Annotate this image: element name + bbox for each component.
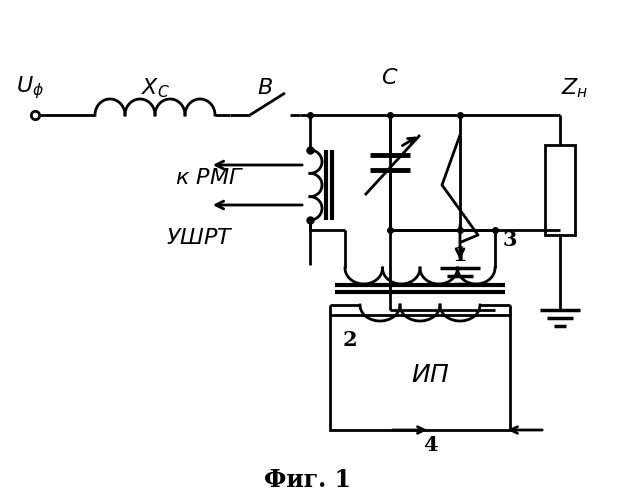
Text: $B$: $B$ [257,77,273,99]
Text: 4: 4 [423,435,437,455]
Text: 1: 1 [453,245,467,265]
Bar [545,145,575,235]
Text: Фиг. 1: Фиг. 1 [265,468,352,492]
Text: $УШРТ$: $УШРТ$ [166,227,234,249]
Text: 2: 2 [342,330,357,350]
Text: $ИП$: $ИП$ [410,363,449,387]
Text: $U_\phi$: $U_\phi$ [16,74,44,102]
Text: $Z_н$: $Z_н$ [561,76,589,100]
Text: $X_C$: $X_C$ [141,76,170,100]
Text: $C$: $C$ [381,67,399,89]
Bar [330,315,510,430]
Text: 3: 3 [503,230,517,250]
Text: $к\ РМГ$: $к\ РМГ$ [175,167,244,189]
